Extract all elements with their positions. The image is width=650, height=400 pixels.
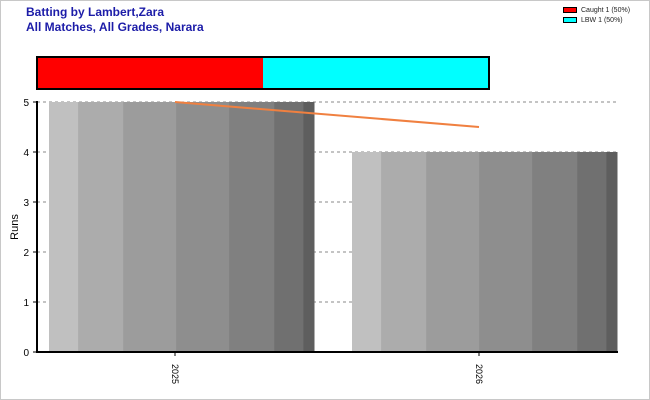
x-tick-label-2026: 2026 bbox=[474, 364, 484, 384]
bar-2025 bbox=[274, 102, 304, 352]
legend: Caught 1 (50%) LBW 1 (50%) bbox=[563, 5, 630, 25]
legend-label-caught: Caught 1 (50%) bbox=[581, 6, 631, 14]
dismissal-segment-caught bbox=[37, 57, 263, 89]
bar-2026 bbox=[479, 152, 533, 352]
chart-subtitle: All Matches, All Grades, Narara bbox=[26, 20, 204, 34]
bar-2026 bbox=[381, 152, 427, 352]
bar-2026 bbox=[532, 152, 578, 352]
y-tick-label: 1 bbox=[23, 298, 29, 309]
legend-item-lbw: LBW 1 (50%) bbox=[563, 15, 630, 25]
legend-label-lbw: LBW 1 (50%) bbox=[581, 16, 623, 24]
legend-item-caught: Caught 1 (50%) bbox=[563, 5, 630, 15]
legend-swatch-lbw bbox=[563, 17, 577, 23]
bar-2025 bbox=[176, 102, 230, 352]
legend-swatch-caught bbox=[563, 7, 577, 13]
bar-2026 bbox=[352, 152, 382, 352]
y-tick-label: 5 bbox=[23, 98, 29, 109]
bar-2025 bbox=[123, 102, 177, 352]
bar-2025 bbox=[303, 102, 315, 352]
x-tick-label-2025: 2025 bbox=[170, 364, 180, 384]
y-tick-label: 4 bbox=[23, 148, 29, 159]
bar-2026 bbox=[606, 152, 618, 352]
bar-2025 bbox=[78, 102, 124, 352]
bar-2026 bbox=[426, 152, 480, 352]
y-tick-label: 2 bbox=[23, 248, 29, 259]
bar-2025 bbox=[49, 102, 79, 352]
dismissal-bar-border bbox=[36, 56, 490, 90]
dismissal-segment-lbw bbox=[263, 57, 489, 89]
trend-line bbox=[174, 101, 480, 128]
bar-2026 bbox=[577, 152, 607, 352]
chart-title: Batting by Lambert,Zara bbox=[26, 5, 165, 19]
y-axis-label: Runs bbox=[9, 214, 21, 240]
bar-2025 bbox=[229, 102, 275, 352]
y-tick-label: 0 bbox=[23, 348, 29, 359]
y-tick-label: 3 bbox=[23, 198, 29, 209]
